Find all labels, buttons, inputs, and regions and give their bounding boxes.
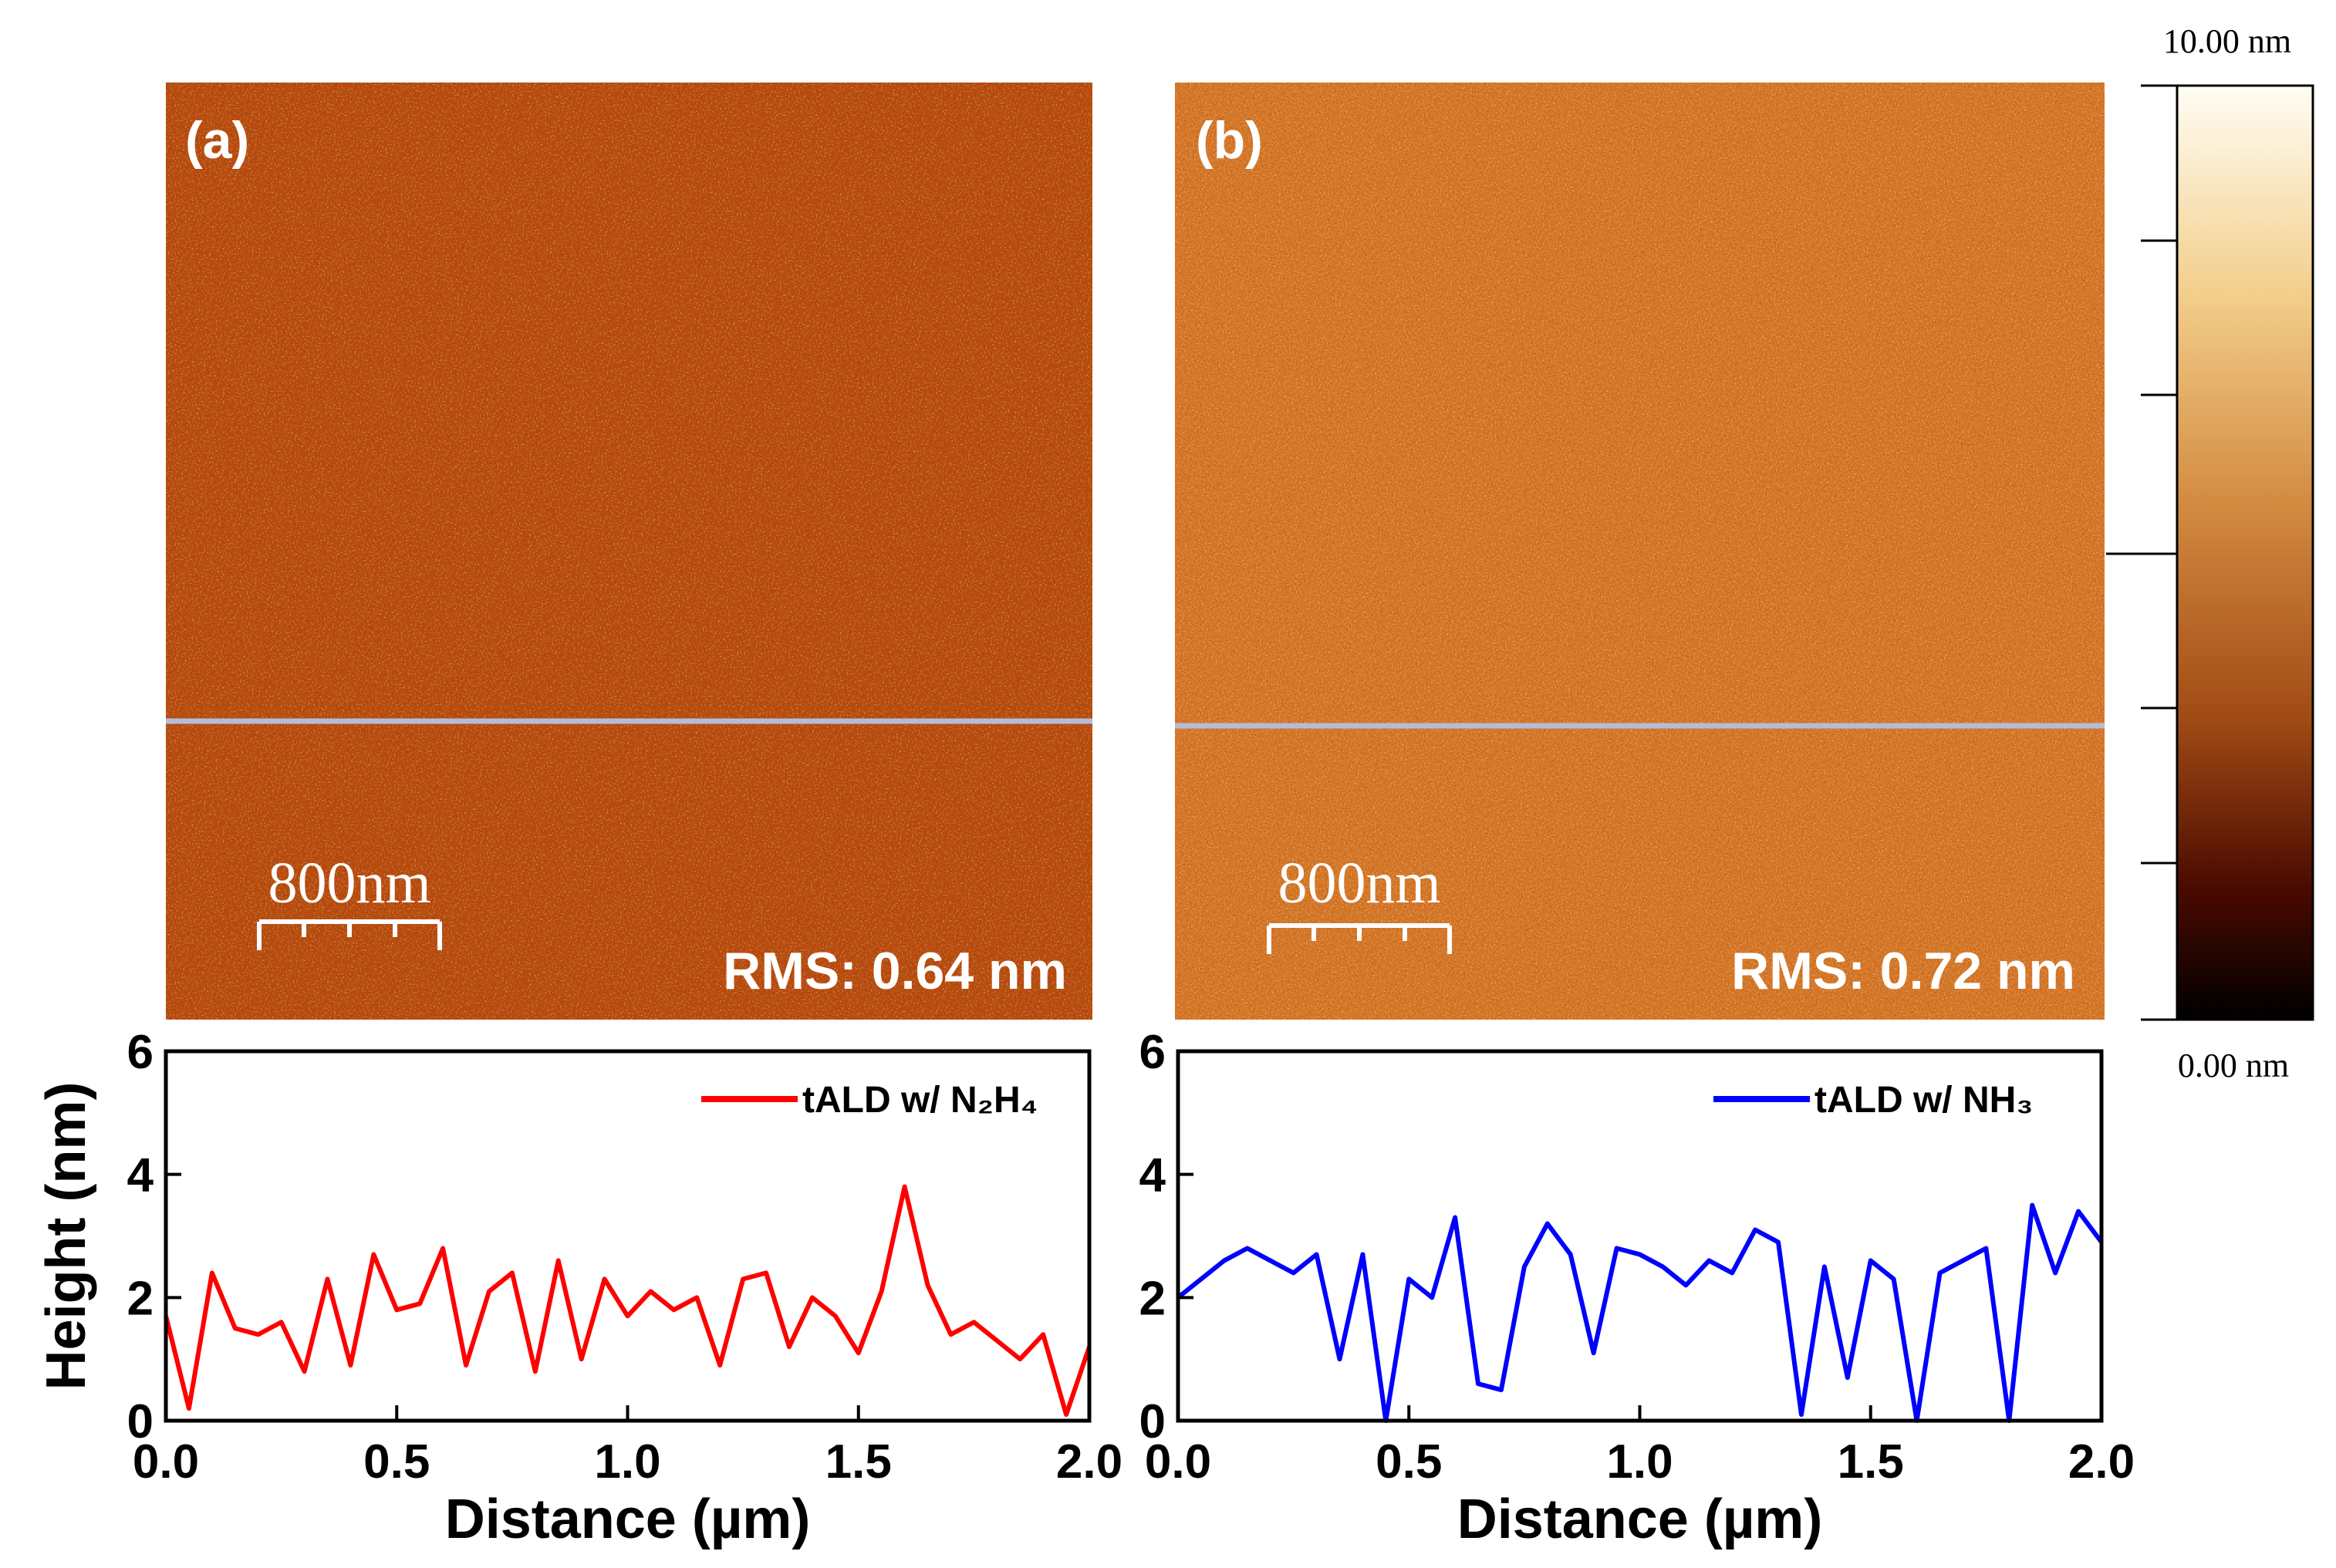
y-tick-label: 2 [1139, 1272, 1166, 1325]
y-tick-label: 6 [1139, 1026, 1166, 1079]
colorbar: 10.00 nm 0.00 nm [2106, 22, 2314, 1084]
colorbar-ticks [2106, 84, 2177, 1021]
afm-texture [1175, 83, 2105, 1020]
colorbar-max: 10.00 nm [2163, 22, 2291, 60]
panel-label: (b) [1196, 111, 1263, 170]
y-tick-label: 0 [127, 1395, 154, 1448]
afm-image-b: (b) 800nm RMS: 0.72 nm [1175, 83, 2105, 1020]
colorbar-gradient [2176, 84, 2314, 1021]
x-tick-label: 1.5 [1838, 1435, 1904, 1489]
y-axis-label: Height (nm) [35, 1082, 97, 1391]
rms-label: RMS: 0.64 nm [723, 942, 1067, 1000]
x-tick-label: 1.0 [594, 1435, 660, 1489]
y-tick-label: 4 [127, 1149, 154, 1202]
y-tick-label: 6 [127, 1026, 154, 1079]
scale-bar-label: 800nm [268, 851, 430, 916]
x-tick-label: 0.0 [133, 1435, 199, 1489]
afm-image-a: (a) 800nm RMS: 0.64 nm [166, 83, 1092, 1020]
x-tick-label: 1.0 [1606, 1435, 1673, 1489]
x-axis-label: Distance (µm) [445, 1489, 811, 1550]
x-axis-label: Distance (µm) [1457, 1489, 1823, 1550]
y-tick-label: 4 [1139, 1149, 1166, 1202]
x-tick-label: 0.5 [363, 1435, 430, 1489]
colorbar-min: 0.00 nm [2178, 1047, 2289, 1084]
legend-label: tALD w/ N₂H₄ [802, 1080, 1038, 1121]
afm-texture [166, 83, 1092, 1020]
rms-label: RMS: 0.72 nm [1731, 942, 2075, 1000]
legend-label: tALD w/ NH₃ [1814, 1080, 2034, 1121]
scale-bar [257, 919, 442, 950]
data-line [1176, 1202, 2104, 1423]
y-tick-label: 2 [127, 1272, 154, 1325]
panel-label: (a) [185, 111, 249, 170]
x-tick-label: 0.5 [1376, 1435, 1442, 1489]
x-tick-label: 1.5 [825, 1435, 892, 1489]
x-tick-label: 2.0 [1056, 1435, 1122, 1489]
x-tick-label: 0.0 [1145, 1435, 1211, 1489]
data-line [164, 1184, 1092, 1418]
scale-bar [1267, 923, 1452, 954]
line-chart: tALD w/ N₂H₄ 0.0 0.5 1.0 1.5 2.0 0 2 4 6 Distance … [35, 1026, 1122, 1550]
scale-bar-label: 800nm [1278, 851, 1440, 916]
line-chart: tALD w/ NH₃ 0.0 0.5 1.0 1.5 2.0 0 2 4 6 Distance (… [1139, 1026, 2135, 1550]
y-tick-label: 0 [1139, 1395, 1166, 1448]
x-tick-label: 2.0 [2068, 1435, 2135, 1489]
